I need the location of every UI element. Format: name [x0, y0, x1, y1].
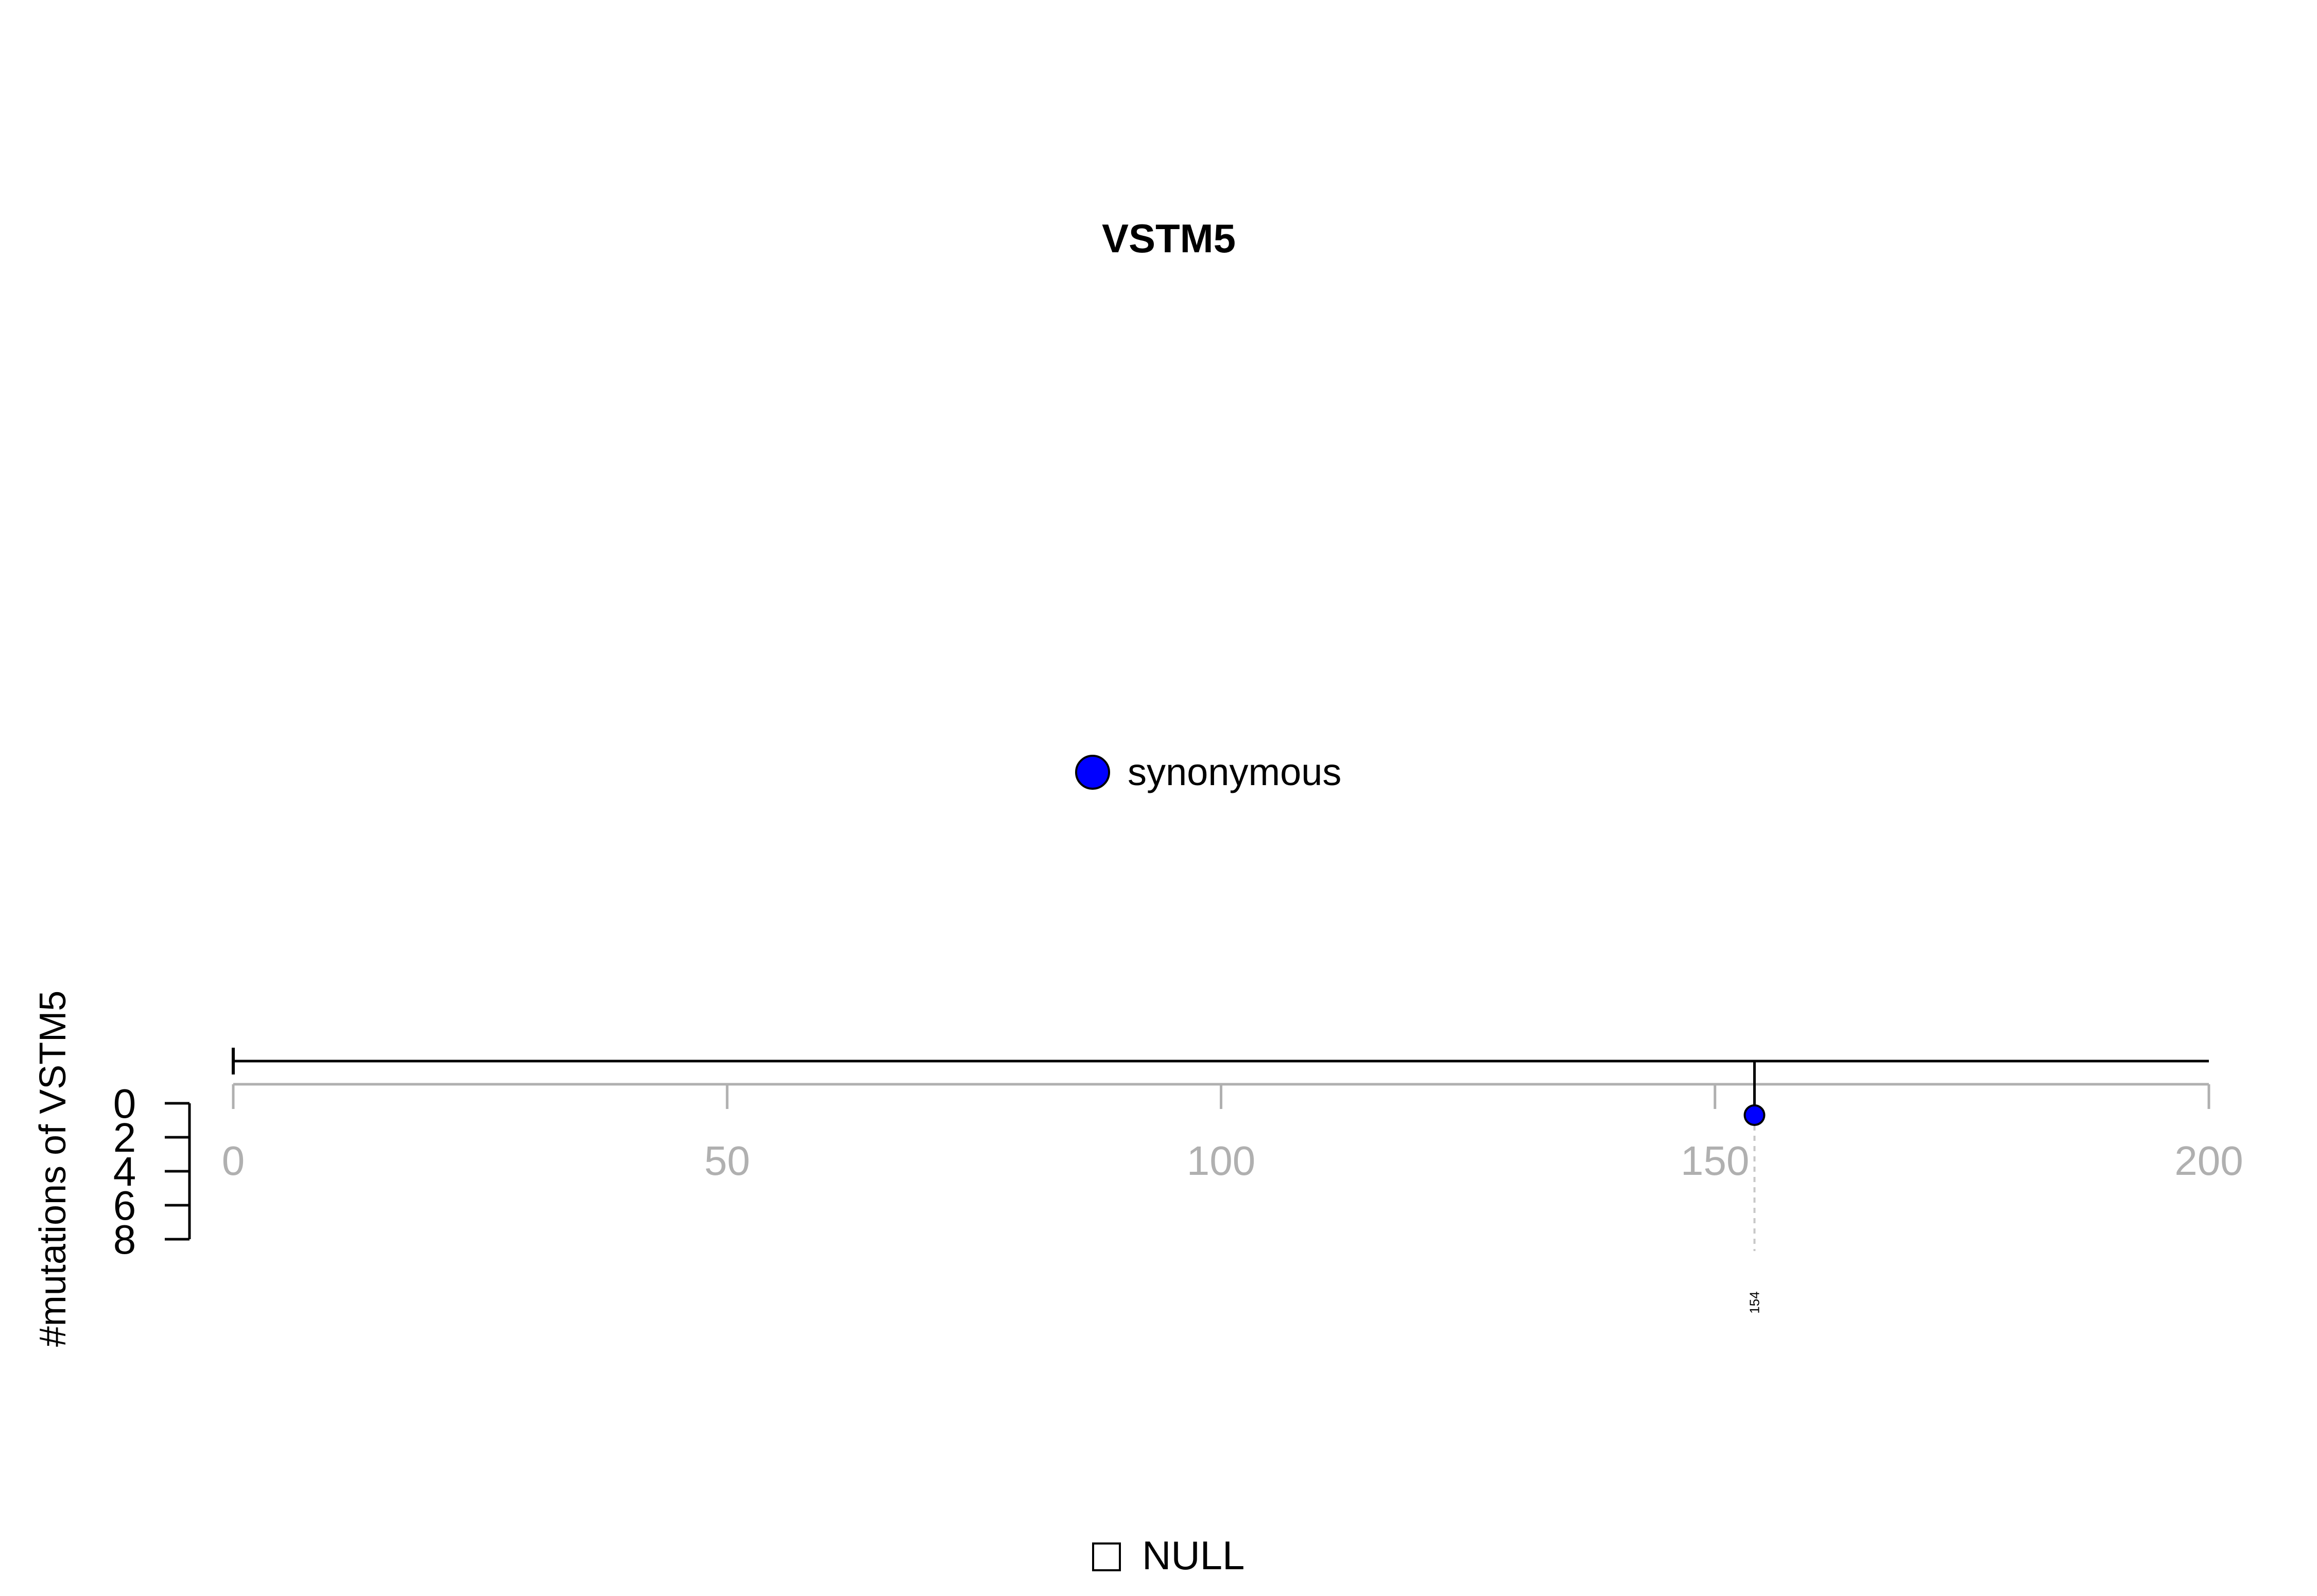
x-tick-label: 0: [222, 1138, 245, 1184]
y-tick-label: 4: [113, 1149, 136, 1194]
domain-legend: NULL: [1092, 1533, 1244, 1578]
x-tick-label: 150: [1681, 1138, 1749, 1184]
y-tick-label: 8: [113, 1217, 136, 1262]
legend-label-synonymous: synonymous: [1128, 751, 1341, 793]
lollipop-head: [1743, 1104, 1766, 1126]
x-tick-label: 200: [2174, 1138, 2243, 1184]
x-tick-label: 50: [704, 1138, 750, 1184]
x-tick-label: 100: [1187, 1138, 1255, 1184]
lollipop-position-label: 154: [1747, 1291, 1762, 1313]
y-tick-label: 0: [113, 1081, 136, 1126]
x-axis: 0 50 100 150 200: [222, 1083, 2243, 1184]
y-tick-label: 2: [113, 1115, 136, 1160]
mutation-points: 154: [1743, 1061, 1766, 1314]
legend-marker-synonymous: [1075, 755, 1110, 790]
domain-legend-box: [1092, 1542, 1121, 1571]
chart-title: VSTM5: [1102, 216, 1236, 261]
mutation-legend: synonymous: [1075, 751, 1341, 793]
y-axis-title: #mutations of VSTM5: [32, 991, 74, 1347]
y-tick-label: 6: [113, 1183, 136, 1228]
domain-legend-label: NULL: [1142, 1533, 1244, 1578]
